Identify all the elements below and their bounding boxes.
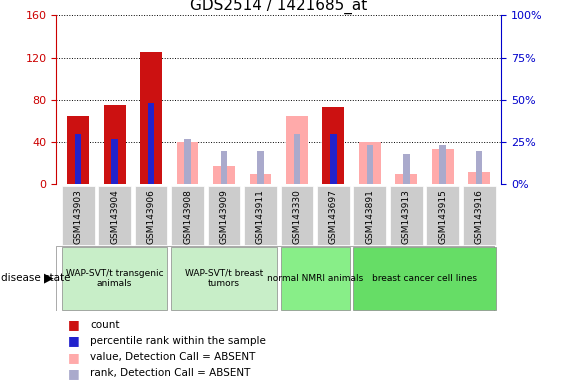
Text: ■: ■ (68, 318, 79, 331)
FancyBboxPatch shape (62, 185, 95, 245)
FancyBboxPatch shape (244, 185, 277, 245)
Text: normal NMRI animals: normal NMRI animals (267, 274, 363, 283)
Text: ■: ■ (68, 334, 79, 348)
FancyBboxPatch shape (390, 185, 423, 245)
FancyBboxPatch shape (98, 185, 131, 245)
Text: GSM143903: GSM143903 (74, 189, 83, 244)
FancyBboxPatch shape (354, 185, 386, 245)
Text: value, Detection Call = ABSENT: value, Detection Call = ABSENT (90, 352, 256, 362)
Bar (184, 139, 191, 184)
Text: GSM143916: GSM143916 (475, 189, 484, 244)
Text: GSM143904: GSM143904 (110, 189, 119, 244)
FancyBboxPatch shape (463, 185, 495, 245)
Bar (323, 107, 345, 184)
Bar (286, 116, 308, 184)
Bar (213, 166, 235, 184)
Bar (359, 142, 381, 184)
Bar (432, 149, 454, 184)
Text: breast cancer cell lines: breast cancer cell lines (372, 274, 477, 283)
Bar (221, 151, 227, 184)
Text: GSM143906: GSM143906 (146, 189, 155, 244)
Bar (280, 247, 350, 310)
FancyBboxPatch shape (208, 185, 240, 245)
Text: ▶: ▶ (44, 272, 53, 285)
Text: rank, Detection Call = ABSENT: rank, Detection Call = ABSENT (90, 368, 251, 378)
Text: percentile rank within the sample: percentile rank within the sample (90, 336, 266, 346)
Text: GSM143330: GSM143330 (292, 189, 301, 244)
Text: WAP-SVT/t breast
tumors: WAP-SVT/t breast tumors (185, 269, 263, 288)
Bar (62, 247, 168, 310)
Bar (148, 103, 154, 184)
Bar (403, 154, 409, 184)
FancyBboxPatch shape (171, 185, 204, 245)
Bar (171, 247, 277, 310)
Bar (354, 247, 495, 310)
Text: GSM143915: GSM143915 (438, 189, 447, 244)
Bar (395, 174, 417, 184)
Text: GSM143909: GSM143909 (220, 189, 229, 244)
FancyBboxPatch shape (280, 185, 314, 245)
Bar (177, 142, 199, 184)
Text: ■: ■ (68, 367, 79, 380)
Text: WAP-SVT/t transgenic
animals: WAP-SVT/t transgenic animals (66, 269, 163, 288)
Text: count: count (90, 320, 119, 330)
Bar (367, 146, 373, 184)
Text: GSM143913: GSM143913 (402, 189, 411, 244)
Bar (67, 116, 89, 184)
Bar (468, 172, 490, 184)
Bar (257, 151, 263, 184)
Bar (140, 52, 162, 184)
Bar (249, 174, 271, 184)
Text: GSM143908: GSM143908 (183, 189, 192, 244)
Text: GSM143697: GSM143697 (329, 189, 338, 244)
Bar (104, 105, 126, 184)
FancyBboxPatch shape (317, 185, 350, 245)
Bar (440, 146, 446, 184)
Bar (75, 134, 82, 184)
Bar (330, 134, 337, 184)
Text: GSM143911: GSM143911 (256, 189, 265, 244)
FancyBboxPatch shape (135, 185, 168, 245)
Title: GDS2514 / 1421685_at: GDS2514 / 1421685_at (190, 0, 367, 14)
Bar (294, 134, 300, 184)
Text: ■: ■ (68, 351, 79, 364)
Text: disease state: disease state (1, 273, 70, 283)
Bar (111, 139, 118, 184)
Text: GSM143891: GSM143891 (365, 189, 374, 244)
Bar (476, 151, 482, 184)
FancyBboxPatch shape (426, 185, 459, 245)
